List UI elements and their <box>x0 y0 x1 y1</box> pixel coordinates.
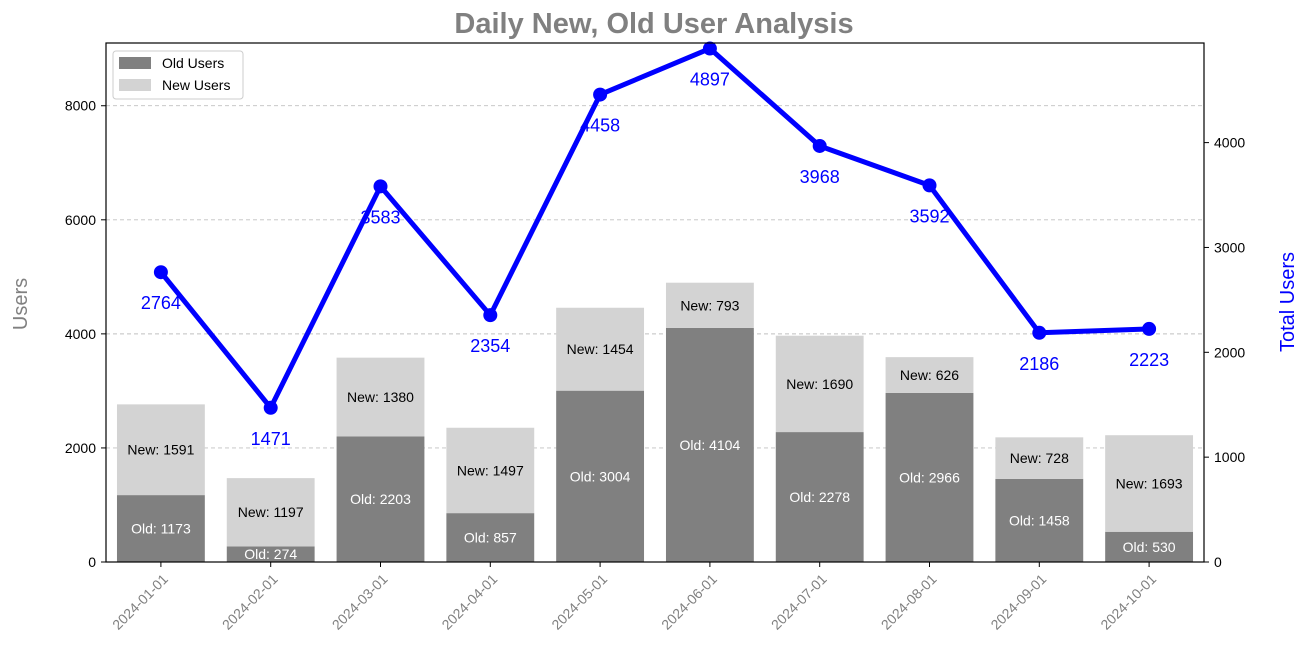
data-label-total-users: 2354 <box>470 336 510 356</box>
y-tick-label-left: 2000 <box>65 440 96 456</box>
grid-lines <box>106 105 1204 449</box>
data-label-total-users: 2764 <box>141 293 181 313</box>
data-label-new-users: New: 1591 <box>127 442 194 458</box>
x-tick-label: 2024-10-01 <box>1097 571 1159 633</box>
data-label-old-users: Old: 530 <box>1123 539 1176 555</box>
data-label-total-users: 2186 <box>1019 354 1059 374</box>
legend-swatch-new-users <box>119 79 151 91</box>
data-label-total-users: 4458 <box>580 116 620 136</box>
data-label-total-users: 3583 <box>360 207 400 227</box>
bar-new-users <box>995 437 1084 479</box>
point-total-users <box>153 265 168 280</box>
data-label-new-users: New: 1197 <box>238 504 304 520</box>
y-axis-label-left: Users <box>10 278 32 330</box>
y-tick-label-right: 3000 <box>1214 239 1245 255</box>
data-label-total-users: 3592 <box>909 206 949 226</box>
data-label-total-users: 2223 <box>1129 350 1169 370</box>
bar-new-users <box>226 478 315 547</box>
bar-old-users <box>446 513 535 562</box>
data-label-new-users: New: 793 <box>680 297 739 313</box>
data-label-new-users: New: 1690 <box>786 376 853 392</box>
x-tick-label: 2024-04-01 <box>438 571 500 633</box>
bars <box>116 282 1194 562</box>
x-tick-label: 2024-07-01 <box>768 571 830 633</box>
bar-new-users <box>665 282 754 328</box>
data-label-new-users: New: 626 <box>900 367 959 383</box>
bar-old-users <box>226 546 315 562</box>
legend-label-new-users: New Users <box>162 77 230 93</box>
data-label-new-users: New: 1497 <box>457 462 524 478</box>
data-label-total-users: 4897 <box>690 70 730 90</box>
data-label-total-users: 1471 <box>251 429 291 449</box>
legend: Old Users New Users <box>112 50 244 100</box>
total-users-line: 2764 1471 3583 2354 4458 4897 3968 3592 2186 2223 <box>141 41 1169 449</box>
point-total-users <box>593 87 608 102</box>
bar-new-users <box>775 335 864 433</box>
bar-old-users <box>336 436 425 562</box>
x-tick-label: 2024-08-01 <box>878 571 940 633</box>
y-tick-label-left: 4000 <box>65 326 96 342</box>
bar-old-users <box>665 327 754 562</box>
point-total-users <box>1032 325 1047 340</box>
bar-new-users <box>116 404 205 496</box>
point-total-users <box>263 400 278 415</box>
legend-label-old-users: Old Users <box>162 55 224 71</box>
data-label-new-users: New: 1693 <box>1116 475 1183 491</box>
y-tick-label-right: 1000 <box>1214 449 1245 465</box>
point-total-users <box>702 41 717 56</box>
x-tick-label: 2024-03-01 <box>329 571 391 633</box>
bar-new-users <box>1105 435 1194 532</box>
bar-old-users <box>775 432 864 562</box>
legend-swatch-old-users <box>119 57 151 69</box>
bar-labels: Old: 1173 New: 1591 Old: 274 New: 1197 Old: … <box>127 297 1182 562</box>
y-tick-label-right: 0 <box>1214 554 1222 570</box>
bar-old-users <box>885 392 974 562</box>
y-tick-label-right: 2000 <box>1214 344 1245 360</box>
data-label-old-users: Old: 2278 <box>789 489 850 505</box>
bar-new-users <box>446 427 535 514</box>
point-total-users <box>812 138 827 153</box>
bar-new-users <box>556 307 645 391</box>
bar-old-users <box>995 478 1084 562</box>
y-tick-label-left: 0 <box>88 554 96 570</box>
data-label-old-users: Old: 3004 <box>570 468 631 484</box>
x-tick-label: 2024-01-01 <box>109 571 171 633</box>
bar-new-users <box>885 357 974 393</box>
x-tick-label: 2024-09-01 <box>987 571 1049 633</box>
y-tick-label-left: 8000 <box>65 98 96 114</box>
x-tick-label: 2024-06-01 <box>658 571 720 633</box>
bar-old-users <box>116 495 205 562</box>
point-total-users <box>922 178 937 193</box>
plot-frame <box>105 42 1205 563</box>
y-tick-label-right: 4000 <box>1214 135 1245 151</box>
data-label-old-users: Old: 274 <box>244 546 297 562</box>
data-label-old-users: Old: 857 <box>464 530 517 546</box>
bar-old-users <box>1105 531 1194 562</box>
data-label-total-users: 3968 <box>800 167 840 187</box>
data-label-old-users: Old: 2203 <box>350 491 411 507</box>
data-label-new-users: New: 1380 <box>347 389 414 405</box>
x-tick-label: 2024-05-01 <box>548 571 610 633</box>
point-total-users <box>483 308 498 323</box>
data-label-new-users: New: 728 <box>1010 450 1069 466</box>
data-label-old-users: Old: 1458 <box>1009 512 1070 528</box>
y-axis-label-right: Total Users <box>1277 252 1299 352</box>
bar-old-users <box>556 390 645 562</box>
chart-title: Daily New, Old User Analysis <box>454 8 853 40</box>
bar-new-users <box>336 357 425 437</box>
y-tick-label-left: 6000 <box>65 212 96 228</box>
data-label-new-users: New: 1454 <box>567 341 634 357</box>
data-label-old-users: Old: 1173 <box>131 521 191 537</box>
point-total-users <box>1142 321 1157 336</box>
point-total-users <box>373 179 388 194</box>
x-tick-label: 2024-02-01 <box>219 571 281 633</box>
data-label-old-users: Old: 4104 <box>680 437 741 453</box>
line-total-users <box>158 46 1152 411</box>
data-label-old-users: Old: 2966 <box>899 469 960 485</box>
